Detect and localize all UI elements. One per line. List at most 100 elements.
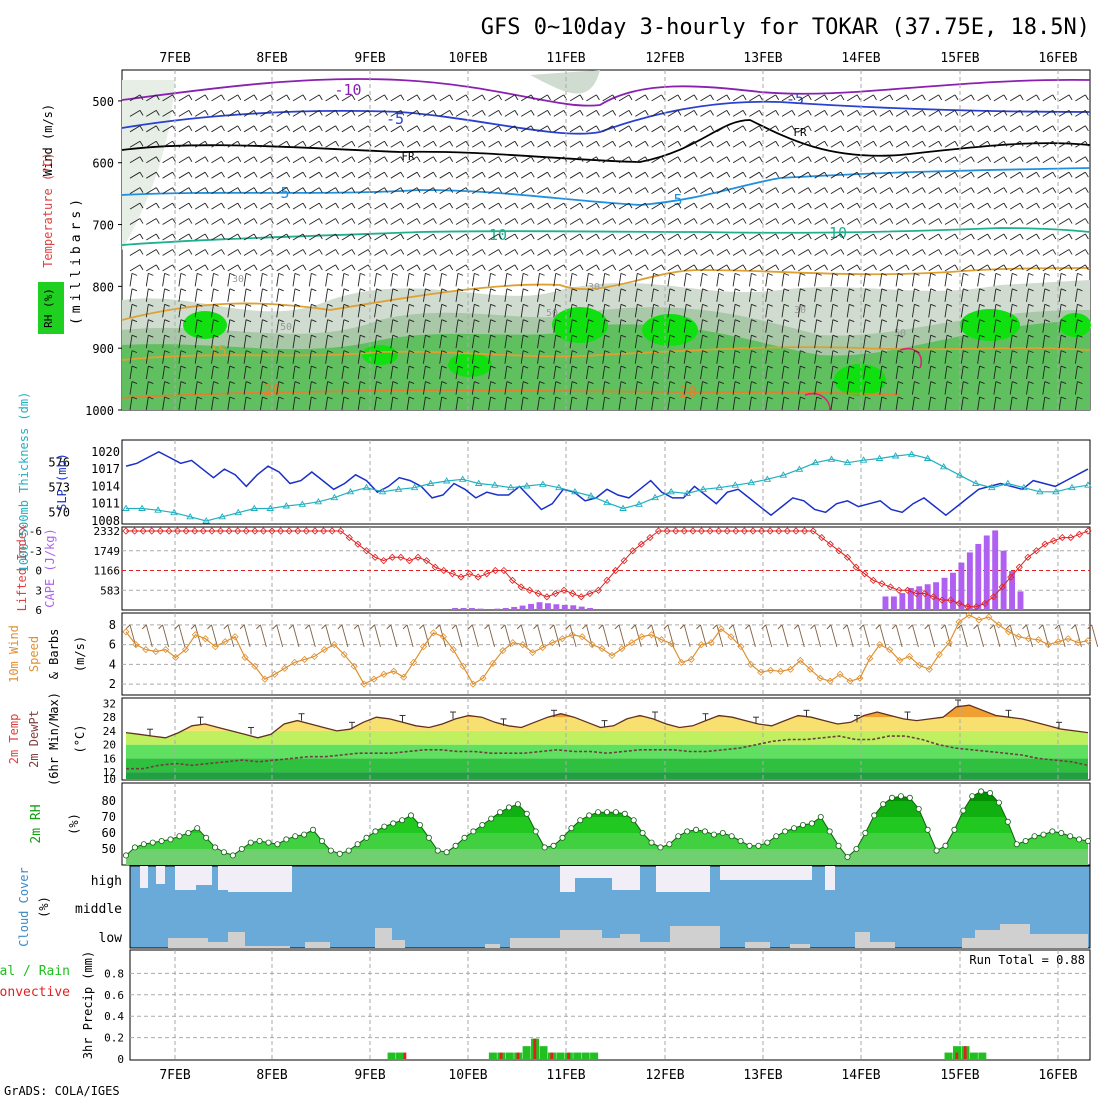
wind-barb-flag [343, 288, 350, 292]
wind-barb-flag [514, 156, 519, 162]
wind-barb-flag [865, 365, 871, 369]
thickness-point [330, 493, 339, 501]
wind-barb [292, 140, 304, 148]
wind-barb [748, 335, 752, 349]
wind-barb-flag [311, 303, 317, 307]
wind-barb [667, 366, 671, 380]
wind-barb-flag [294, 396, 301, 400]
wind-barb-flag [197, 319, 203, 323]
rh-point [1067, 833, 1074, 840]
wind-barb-flag [702, 272, 708, 276]
wind-barb [537, 94, 548, 102]
wind-barb-flag [686, 334, 692, 338]
wind-barb [928, 187, 939, 195]
wind-barb-flag [555, 365, 561, 369]
wind-barb [537, 288, 540, 302]
wind-barb-flag [221, 202, 225, 209]
wind-barb-flag [286, 94, 291, 101]
wind-barb [504, 319, 508, 333]
wind-barb [830, 264, 842, 272]
wind-barb [667, 109, 679, 117]
wind-barb-flag [229, 350, 235, 354]
wind-barb [944, 171, 956, 179]
wind-barb-flag [221, 187, 225, 193]
wind-barb-flag [930, 365, 936, 369]
wind-barb [716, 381, 720, 395]
wind-barb [357, 125, 369, 133]
wind-barb [276, 304, 280, 318]
wind-barb-flag [229, 319, 235, 323]
wind-barb-flag [1085, 94, 1089, 101]
wind-barb-flag [425, 396, 431, 400]
wind-barb [520, 335, 524, 349]
wind-barb [781, 264, 793, 272]
low-cloud-block [975, 930, 1000, 948]
wind-barb-flag [767, 334, 773, 338]
wind-barb [211, 288, 214, 302]
axis-tick-label: 12 [103, 766, 116, 779]
wind-barb [178, 335, 182, 349]
wind-barb-flag [1019, 171, 1024, 178]
wind-speed-point [578, 633, 586, 641]
rh-point [488, 815, 495, 822]
wind-barb [292, 202, 304, 210]
wind-barb-flag [914, 303, 920, 307]
wind-barb [912, 202, 923, 210]
wind-barb-flag [849, 288, 855, 292]
surface-wind-barb [895, 624, 903, 647]
wind-barb-flag [669, 334, 676, 338]
wind-barb [781, 140, 793, 148]
wind-barb-flag [579, 187, 584, 193]
wind-barb-flag [897, 365, 904, 369]
cape-bar [941, 577, 948, 610]
wind-barb-flag [253, 156, 258, 162]
wind-barb [471, 396, 475, 411]
wind-barb-flag [987, 141, 991, 147]
wind-barb [504, 350, 508, 364]
wind-barb-flag [832, 396, 839, 400]
wind-barb-flag [995, 381, 1002, 384]
wind-barb-flag [1019, 125, 1024, 132]
wind-barb [129, 94, 141, 102]
wind-barb [488, 273, 492, 287]
wind-barb [1042, 319, 1046, 333]
wind-speed-point [717, 625, 725, 633]
wind-barb-flag [693, 202, 698, 209]
surface-wind-barb-flag [304, 624, 310, 630]
wind-barb [781, 273, 785, 287]
wind-barb-flag [351, 233, 356, 240]
wind-barb [667, 187, 679, 195]
wind-barb [863, 319, 866, 333]
wind-barb-flag [1052, 233, 1057, 240]
wind-barb [553, 171, 565, 179]
wind-barb [276, 218, 287, 225]
lifted-index-point [569, 589, 577, 598]
wind-barb [830, 202, 842, 210]
lifted-index-point [792, 527, 800, 535]
wind-barb-flag [286, 264, 291, 271]
wind-barb-flag [856, 249, 861, 255]
surface-wind-barb-flag [451, 624, 457, 630]
wind-barb [341, 335, 345, 349]
wind-barb [145, 381, 149, 395]
wind-barb [716, 218, 728, 225]
wind-barb-flag [474, 381, 480, 384]
wind-barb-flag [155, 187, 160, 193]
wind-barb [406, 249, 418, 256]
wind-barb [211, 249, 222, 256]
wind-barb [716, 335, 720, 349]
wind-barb-flag [449, 125, 454, 132]
wind-barb-flag [881, 334, 887, 338]
wind-barb [863, 218, 874, 225]
wind-barb [423, 187, 434, 195]
wind-barb [406, 366, 410, 380]
wind-barb-flag [376, 272, 382, 276]
wind-barb [1075, 218, 1086, 225]
wind-barb-flag [840, 218, 845, 224]
wind-barb [292, 304, 296, 318]
wind-barb-flag [474, 396, 480, 400]
wind-barb [830, 156, 842, 164]
wind-barb [1026, 366, 1029, 380]
wind-barb [146, 264, 157, 272]
wind-barb [406, 156, 418, 164]
